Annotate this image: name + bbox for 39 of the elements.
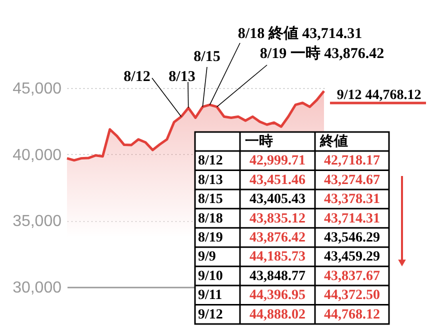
annotation: 44,185.73 xyxy=(250,250,306,265)
y-tick-label: 40,000 xyxy=(12,146,62,164)
annotation: 42,999.71 xyxy=(250,154,306,169)
annotation: 43,378.31 xyxy=(324,192,380,208)
text: 9/12 44,768.12 xyxy=(336,88,422,103)
text: 9/12 xyxy=(198,307,223,322)
annotation: 8/19 xyxy=(198,230,223,246)
annotation: 一時 xyxy=(245,134,273,150)
annotation: 43,876.42 xyxy=(250,230,306,246)
annotation: 43,835.12 xyxy=(250,211,306,226)
annotation: 8/15 xyxy=(198,192,223,208)
annotation: 43,274.67 xyxy=(324,172,380,188)
text: 44,372.50 xyxy=(324,288,380,304)
text: 9/11 xyxy=(198,288,222,304)
y-tick-label: 45,000 xyxy=(12,80,62,98)
annotation: 終値 xyxy=(319,134,348,150)
annotation: 43,848.77 xyxy=(250,268,306,284)
annotation: 8/12 xyxy=(198,154,223,169)
text: 8/12 xyxy=(124,69,150,85)
annotation: 9/9 xyxy=(198,250,216,265)
annotation: 9/10 xyxy=(198,268,223,284)
annotation: 43,451.46 xyxy=(250,172,306,188)
text: 8/13 xyxy=(168,69,196,85)
text: 44,396.95 xyxy=(250,288,306,304)
text: 8/19 一時 43,876.42 xyxy=(260,45,384,62)
annotation: 42,718.17 xyxy=(324,154,380,169)
annotation: 43,405.43 xyxy=(250,192,306,208)
annotation: 43,546.29 xyxy=(324,230,380,246)
annotation: 43,714.31 xyxy=(324,211,380,226)
annotation: 43,459.29 xyxy=(324,250,380,265)
text: 8/18 終値 43,714.31 xyxy=(238,25,362,42)
y-tick-label: 30,000 xyxy=(12,280,62,296)
annotation: 8/18 xyxy=(198,211,223,226)
annotation: 43,837.67 xyxy=(324,268,380,284)
text: 8/15 xyxy=(194,49,220,65)
text: 44,888.02 xyxy=(250,307,306,322)
text: 44,768.12 xyxy=(324,307,380,322)
y-tick-label: 35,000 xyxy=(12,213,62,230)
annotation: 8/13 xyxy=(198,172,223,188)
